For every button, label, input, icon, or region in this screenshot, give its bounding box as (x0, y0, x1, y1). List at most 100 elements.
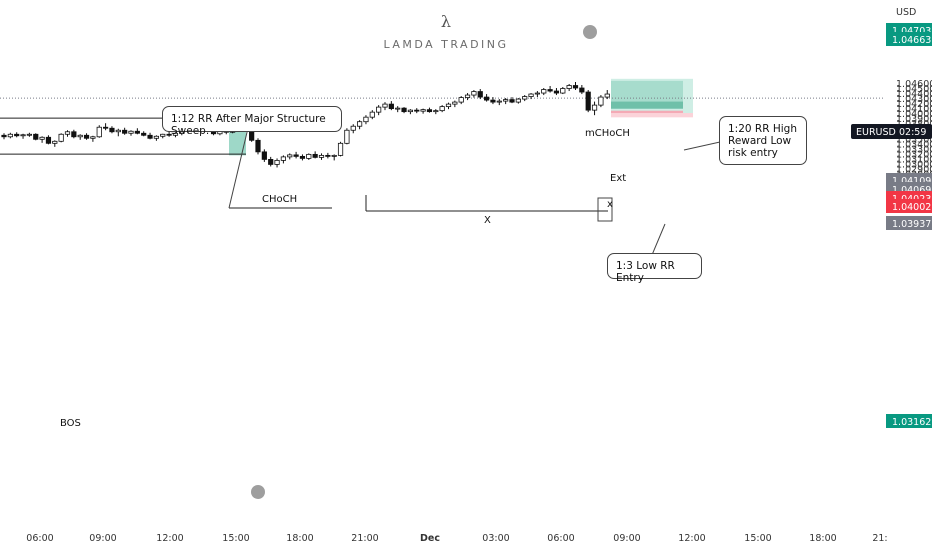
callout-1-12-rr: 1:12 RR After Major Structure Sweep. (162, 106, 342, 137)
candle-body (395, 107, 401, 110)
brand-logo: λ (440, 12, 452, 31)
price-tags: 1.047031.046631.041091.040691.040231.040… (886, 23, 932, 428)
time-tick: 03:00 (482, 533, 509, 544)
brand-name: LAMDA TRADING (383, 38, 509, 51)
time-tick: 15:00 (222, 533, 249, 544)
candle-body (464, 94, 471, 98)
candle-body (115, 129, 121, 133)
candle-body (496, 100, 502, 103)
candle-body (90, 136, 96, 139)
symbol-label: EURUSD (856, 127, 896, 138)
price-tag: 1.03162 (892, 417, 931, 428)
candle-body (522, 96, 528, 100)
candle-body (433, 110, 439, 113)
currency-label: USD (896, 7, 916, 18)
candle-body (255, 139, 261, 153)
candle-body (39, 136, 45, 140)
time-tick: 06:00 (547, 533, 574, 544)
time-tick: 06:00 (26, 533, 53, 544)
candle-body (312, 153, 318, 158)
swing-low-marker (251, 485, 265, 499)
candle-body (420, 109, 426, 112)
candle-body (509, 99, 515, 103)
candle-body (306, 153, 312, 159)
swing-high-marker (583, 25, 597, 39)
candle-body (71, 131, 77, 138)
price-tick: 1.03900 (896, 114, 932, 125)
candle-body (1, 134, 7, 138)
candle-body (541, 89, 547, 94)
time-axis: 06:00 09:00 12:00 15:00 18:00 21:00 Dec 03:00 06… (26, 533, 887, 544)
candle-body (7, 133, 13, 138)
candle-body (58, 133, 64, 142)
x-level-label: X (484, 215, 491, 226)
candle-body (566, 85, 572, 89)
candle-body (274, 160, 280, 165)
candle-body (503, 99, 509, 102)
price-tick: 1.03200 (896, 149, 932, 160)
candle-body (33, 133, 39, 140)
zone-target-core (611, 101, 683, 109)
time-tick: 09:00 (613, 533, 640, 544)
candle-body (356, 121, 363, 127)
candle-body (52, 140, 58, 144)
candle-body (153, 135, 159, 139)
time-tick: 12:00 (156, 533, 183, 544)
price-tick: 1.04200 (896, 99, 932, 110)
candle-body (382, 103, 388, 108)
candle-body (20, 134, 26, 137)
structure-levels (0, 117, 613, 222)
bos-label: BOS (60, 418, 81, 429)
time-tick: 15:00 (744, 533, 771, 544)
candle-body (471, 91, 477, 96)
candle-body (331, 154, 337, 157)
candle-body (141, 132, 147, 136)
candle-body (369, 111, 375, 118)
time-tick: 09:00 (89, 533, 116, 544)
candle-body (579, 87, 585, 93)
price-tag: 1.04069 (892, 185, 931, 196)
candle-body (103, 126, 109, 129)
candle-body (560, 88, 566, 94)
price-tick: 1.03000 (896, 159, 932, 170)
price-tick: 1.04000 (896, 109, 932, 120)
candle-body (439, 106, 445, 112)
candle-body (318, 154, 325, 158)
callout-1-3-pointer (651, 223, 666, 256)
candle-body (407, 109, 414, 113)
price-tick: 1.04300 (896, 94, 932, 105)
candle-body (376, 106, 382, 113)
price-tick: 1.02900 (896, 164, 932, 175)
candle-body (401, 107, 407, 113)
price-tag-bg (886, 216, 932, 230)
candle-body (604, 93, 610, 98)
candle-body (64, 131, 71, 135)
countdown-label: 02:59 (899, 127, 926, 138)
candle-body (337, 142, 344, 156)
price-tag-bg (886, 414, 932, 428)
candle-body (350, 125, 356, 131)
candle-body (287, 154, 293, 158)
candle-body (490, 99, 496, 103)
small-x-label: x (607, 199, 613, 210)
price-tick: 1.04600 (896, 79, 932, 90)
candle-body (458, 97, 464, 103)
candle-body (477, 91, 483, 98)
candle-body (534, 92, 541, 95)
candle-body (325, 154, 331, 157)
candle-body (147, 134, 153, 139)
candle-body (280, 156, 287, 161)
time-tick: 12:00 (678, 533, 705, 544)
candle-body (426, 109, 433, 113)
candle-body (388, 103, 394, 110)
candle-body (591, 104, 598, 111)
time-tick: 21:00 (351, 533, 378, 544)
choch-label: CHoCH (262, 194, 297, 205)
candle-body (445, 103, 452, 108)
candle-body (414, 109, 420, 112)
candle-body (553, 90, 560, 94)
price-tag: 1.04703 (892, 26, 931, 37)
zone-stop-inner (611, 110, 683, 114)
candle-body (293, 154, 299, 157)
